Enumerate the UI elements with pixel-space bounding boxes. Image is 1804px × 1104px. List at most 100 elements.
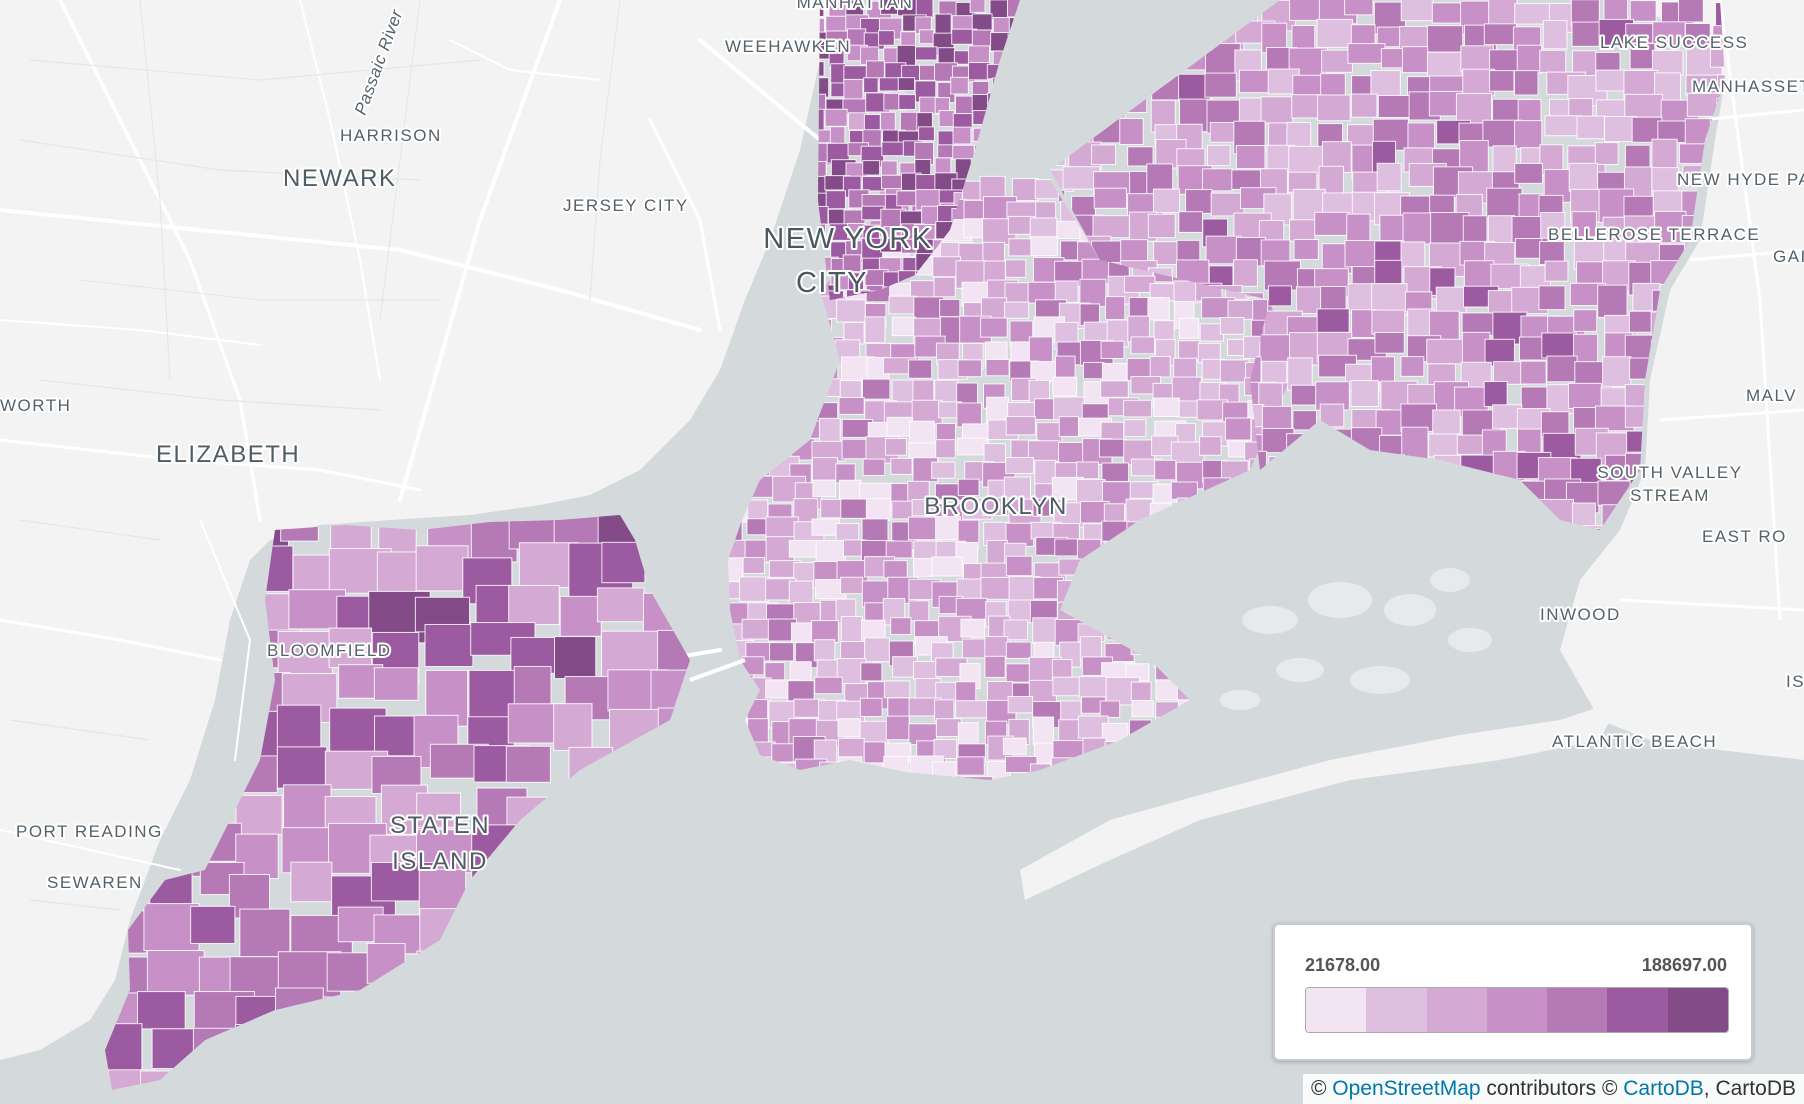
- census-tract: [1539, 49, 1567, 73]
- census-tract: [1717, 74, 1725, 97]
- census-tract: [883, 560, 908, 579]
- census-tract: [898, 94, 916, 110]
- census-tract: [1486, 187, 1523, 219]
- census-tract: [1123, 399, 1153, 418]
- verrazzano-bridge: [689, 658, 746, 682]
- census-tract: [553, 636, 597, 680]
- census-tract: [861, 378, 891, 400]
- census-tract: [235, 794, 283, 835]
- label-gar: GAI: [1773, 247, 1804, 266]
- nj-roads: [0, 0, 822, 871]
- label-malv: MALV: [1746, 386, 1797, 405]
- census-tract: [985, 358, 1010, 377]
- census-tract: [891, 316, 917, 337]
- census-tract: [1544, 115, 1583, 137]
- census-tract: [1054, 280, 1079, 303]
- label-manhattan: MANHATTAN: [797, 0, 914, 12]
- census-tract: [1224, 417, 1252, 441]
- census-tract: [1005, 663, 1031, 683]
- census-tract: [1631, 116, 1663, 143]
- census-tract: [1572, 502, 1596, 529]
- census-tract: [885, 715, 910, 741]
- census-tract: [1568, 162, 1599, 192]
- census-tract: [1204, 72, 1237, 98]
- census-tract: [935, 718, 962, 738]
- census-tract: [1260, 96, 1294, 124]
- label-south-valley-stream-1: SOUTH VALLEY: [1597, 463, 1742, 482]
- census-tract: [1005, 555, 1033, 577]
- label-new-hyde-park: NEW HYDE PA: [1677, 170, 1804, 189]
- census-tract: [1153, 320, 1175, 341]
- label-is: IS: [1786, 672, 1804, 691]
- census-tract: [1292, 410, 1318, 431]
- census-tract: [276, 746, 328, 789]
- osm-link[interactable]: OpenStreetMap: [1332, 1077, 1481, 1100]
- legend-swatch: [1486, 988, 1548, 1032]
- census-tract: [955, 700, 988, 719]
- census-tract: [933, 739, 958, 759]
- census-tract: [1210, 192, 1245, 217]
- census-tract: [841, 438, 868, 460]
- census-tract: [862, 160, 881, 176]
- label-jersey-city: JERSEY CITY: [563, 196, 689, 215]
- census-tract: [1100, 340, 1125, 360]
- census-tract: [818, 61, 825, 77]
- census-tract: [818, 161, 827, 185]
- census-tract: [984, 655, 1006, 678]
- census-tract: [986, 396, 1009, 424]
- census-tract: [1460, 45, 1494, 72]
- census-tract: [1101, 462, 1130, 482]
- census-tract: [818, 17, 825, 39]
- label-bloomfield: BLOOMFIELD: [267, 641, 392, 660]
- census-tract: [1514, 162, 1543, 184]
- attribution-suffix: , CartoDB: [1703, 1077, 1796, 1100]
- census-tract: [769, 642, 795, 662]
- census-tract: [1289, 0, 1322, 21]
- census-tract: [292, 554, 331, 593]
- cartodb-link[interactable]: CartoDB: [1623, 1077, 1704, 1100]
- census-tract: [1344, 0, 1374, 16]
- label-worth: WORTH: [0, 396, 71, 415]
- census-tract: [1483, 23, 1517, 46]
- legend-swatch: [1306, 988, 1367, 1032]
- census-tract: [505, 745, 551, 783]
- census-tract: [1091, 144, 1117, 166]
- census-tract: [1401, 426, 1429, 461]
- place-labels: MANHATTAN WEEHAWKEN Passaic River HARRIS…: [0, 0, 1804, 894]
- census-tract: [239, 908, 291, 958]
- census-tract: [918, 29, 935, 45]
- census-tract: [326, 952, 372, 992]
- census-tract: [1003, 619, 1029, 641]
- census-tract: [934, 157, 952, 175]
- census-tract: [1289, 219, 1316, 242]
- census-tract: [838, 397, 865, 415]
- census-tract: [1005, 456, 1035, 475]
- legend-swatch: [1667, 988, 1728, 1032]
- census-tract: [1513, 70, 1539, 96]
- census-tract: [939, 298, 961, 318]
- census-tract: [276, 704, 322, 754]
- census-tract: [1597, 284, 1628, 318]
- census-tract: [961, 776, 994, 780]
- attribution-prefix: ©: [1310, 1077, 1333, 1100]
- census-tract: [1430, 212, 1470, 244]
- census-tract: [1317, 94, 1351, 122]
- census-tract: [1147, 297, 1170, 321]
- legend-color-ramp: [1305, 987, 1729, 1033]
- census-tract: [912, 379, 935, 402]
- census-tract: [1103, 503, 1126, 525]
- census-tract: [1516, 44, 1543, 74]
- census-tract: [1291, 94, 1321, 119]
- census-tract: [912, 661, 938, 680]
- census-tract: [1594, 142, 1619, 165]
- census-tract: [814, 676, 843, 695]
- label-elizabeth: ELIZABETH: [156, 441, 300, 468]
- census-tract: [907, 516, 939, 541]
- census-tract: [739, 576, 770, 602]
- census-tract: [1374, 331, 1405, 354]
- census-tract: [1456, 434, 1486, 455]
- census-tract: [1428, 433, 1463, 458]
- census-tract: [1514, 120, 1543, 150]
- long-island-land: [1560, 0, 1804, 760]
